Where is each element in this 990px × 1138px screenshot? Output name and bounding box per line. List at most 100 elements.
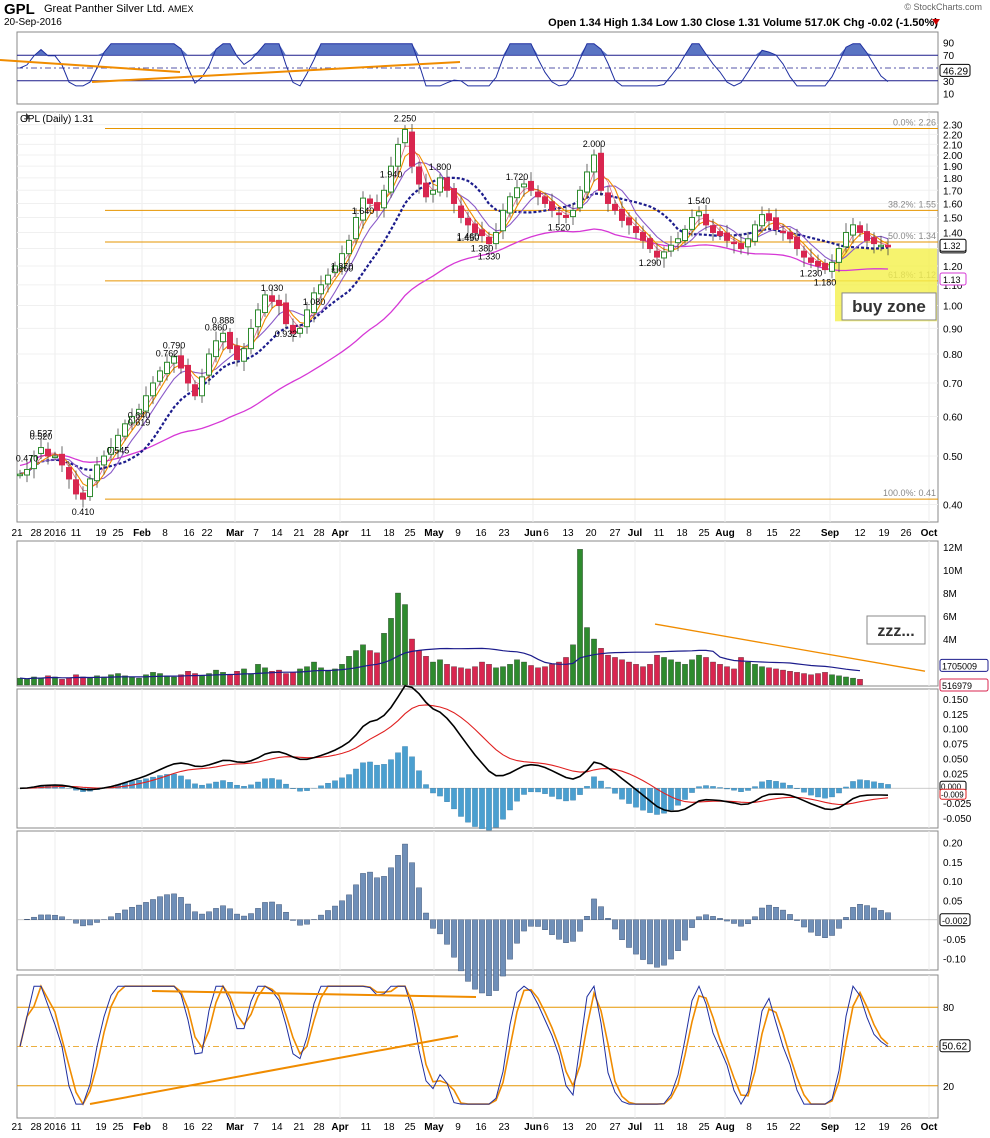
macd-histogram-bar bbox=[787, 785, 793, 789]
rsi-value-marker bbox=[939, 63, 971, 77]
company-name: Great Panther Silver Ltd. bbox=[44, 3, 166, 15]
candle-body bbox=[696, 211, 702, 217]
ppo-histogram-bar bbox=[360, 873, 366, 920]
volume-bar bbox=[185, 671, 191, 686]
zzz-label: zzz... bbox=[877, 623, 914, 640]
price-panel-title: GPL (Daily) 1.31 bbox=[20, 114, 94, 125]
ppo-histogram-bar bbox=[402, 843, 408, 920]
ppo-histogram-bar bbox=[731, 919, 737, 924]
macd-histogram-bar bbox=[584, 786, 590, 789]
candle-body bbox=[360, 197, 366, 221]
candle-body bbox=[619, 209, 625, 221]
ppo-histogram-bar bbox=[395, 855, 401, 920]
candle-body bbox=[122, 423, 128, 437]
volume-bar bbox=[640, 666, 646, 686]
candle-body bbox=[878, 244, 884, 248]
macd-histogram-bar bbox=[493, 788, 499, 828]
macd-histogram-bar bbox=[255, 781, 261, 789]
price-point-label: 1.460 bbox=[457, 231, 480, 241]
price-y-tick: 1.60 bbox=[943, 199, 963, 210]
x-tick-label: 25 bbox=[698, 528, 710, 539]
candle-body bbox=[549, 201, 555, 211]
volume-bar bbox=[549, 664, 555, 686]
volume-bar bbox=[836, 675, 842, 686]
candle-body bbox=[724, 232, 730, 241]
volume-bar bbox=[290, 672, 296, 686]
volume-bar bbox=[472, 666, 478, 686]
ppo-histogram-bar bbox=[367, 871, 373, 920]
ppo-histogram-bar bbox=[808, 919, 814, 933]
ppo-histogram-bar bbox=[822, 919, 828, 938]
candle-body bbox=[311, 292, 317, 314]
macd-histogram-bar bbox=[738, 788, 744, 792]
macd-histogram-bar bbox=[234, 784, 240, 789]
rsi-y-tick: 90 bbox=[943, 38, 955, 49]
volume-bar bbox=[843, 676, 849, 686]
ppo-histogram-bar bbox=[129, 906, 135, 920]
volume-bar bbox=[458, 667, 464, 686]
macd-histogram-bar bbox=[885, 784, 891, 789]
panel-frame-macd bbox=[16, 688, 939, 829]
volume-y-tick: 6M bbox=[943, 612, 957, 623]
price-point-label: 0.545 bbox=[107, 445, 130, 455]
macd-histogram-bar bbox=[206, 783, 212, 789]
candle-body bbox=[493, 231, 499, 245]
ppo-histogram-bar bbox=[647, 919, 653, 965]
volume-bar bbox=[206, 673, 212, 686]
volume-bar bbox=[276, 669, 282, 686]
candle-body bbox=[192, 384, 198, 397]
macd-histogram-bar bbox=[619, 788, 625, 800]
ppo-histogram-bar bbox=[710, 916, 716, 920]
x-tick-label: Aug bbox=[715, 1122, 734, 1133]
ppo-histogram-bar bbox=[535, 919, 541, 927]
volume-bar bbox=[829, 674, 835, 686]
price-point-label: 0.640 bbox=[128, 410, 151, 420]
ppo-histogram-bar bbox=[633, 919, 639, 955]
macd-histogram-bar bbox=[563, 788, 569, 802]
volume-bar bbox=[822, 672, 828, 686]
candle-body bbox=[850, 224, 856, 236]
x-tick-label: 21 bbox=[293, 1122, 305, 1133]
ppo-value-label: -0.002 bbox=[942, 916, 968, 926]
macd-histogram-bar bbox=[857, 779, 863, 789]
volume-bar bbox=[710, 661, 716, 686]
stochastic-trendline bbox=[151, 990, 477, 998]
x-tick-label: 11 bbox=[71, 528, 82, 539]
x-tick-label: Mar bbox=[226, 1122, 244, 1133]
volume-trendline bbox=[654, 623, 926, 672]
ppo-histogram-bar bbox=[409, 862, 415, 920]
macd-histogram-bar bbox=[514, 788, 520, 802]
macd-histogram-bar bbox=[164, 774, 170, 789]
candle-body bbox=[94, 464, 100, 482]
price-point-label: 0.790 bbox=[163, 341, 186, 351]
candle-body bbox=[871, 237, 877, 245]
ppo-histogram-bar bbox=[472, 919, 478, 990]
x-tick-label: Jul bbox=[628, 528, 643, 539]
price-y-tick: 0.50 bbox=[943, 452, 963, 463]
candle-body bbox=[591, 154, 597, 173]
x-tick-label: 2016 bbox=[44, 528, 67, 539]
macd-histogram-bar bbox=[423, 784, 429, 789]
x-tick-label: 27 bbox=[609, 1122, 621, 1133]
x-tick-label: Feb bbox=[133, 528, 151, 539]
ppo-histogram-bar bbox=[24, 918, 30, 920]
ppo-histogram-bar bbox=[213, 908, 219, 920]
volume-bar bbox=[521, 661, 527, 686]
macd-histogram-bar bbox=[367, 761, 373, 789]
panel-marker-icon bbox=[26, 113, 30, 121]
ppo-histogram-bar bbox=[31, 916, 37, 920]
price-point-label: 1.270 bbox=[331, 262, 354, 272]
volume-bar bbox=[731, 668, 737, 686]
ppo-histogram-bar bbox=[143, 902, 149, 920]
macd-y-tick: -0.025 bbox=[943, 799, 972, 810]
candle-body bbox=[661, 251, 667, 259]
volume-bar bbox=[773, 668, 779, 686]
candle-body bbox=[640, 231, 646, 241]
macd-histogram-bar bbox=[752, 786, 758, 789]
volume-bar bbox=[325, 671, 331, 686]
price-y-tick: 1.50 bbox=[943, 213, 963, 224]
ppo-histogram-bar bbox=[248, 913, 254, 920]
candle-body bbox=[59, 453, 65, 466]
x-tick-label: 23 bbox=[498, 528, 510, 539]
